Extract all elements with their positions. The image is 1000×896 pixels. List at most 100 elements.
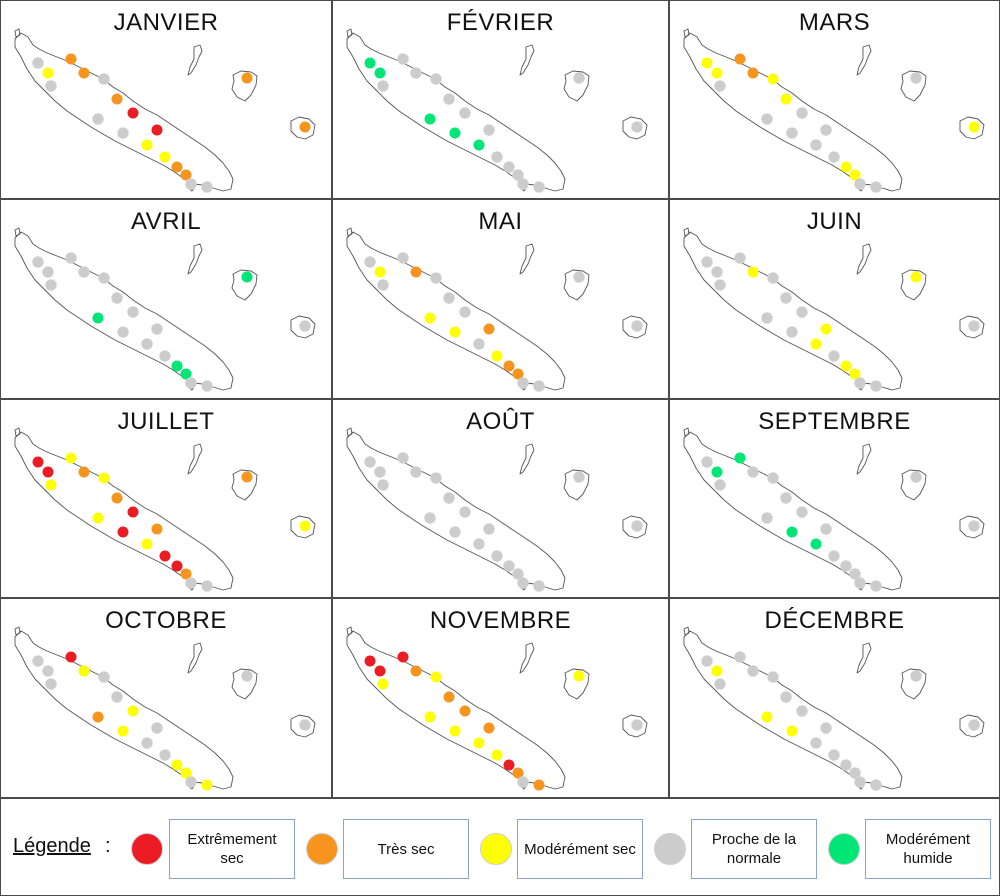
station-marker-e bbox=[98, 73, 110, 85]
station-marker-mare bbox=[631, 719, 643, 731]
belep-outline bbox=[683, 427, 690, 437]
month-title: MAI bbox=[478, 208, 523, 235]
station-marker-h bbox=[127, 107, 139, 119]
belep-outline bbox=[346, 427, 353, 437]
station-marker-k bbox=[820, 323, 832, 335]
station-marker-g bbox=[780, 492, 792, 504]
legend-label-extremement-sec: Extrêmement sec bbox=[169, 819, 295, 879]
station-marker-c bbox=[734, 252, 746, 264]
station-marker-m bbox=[491, 350, 503, 362]
station-marker-a bbox=[701, 256, 713, 268]
station-marker-l bbox=[141, 338, 153, 350]
station-marker-h bbox=[127, 506, 139, 518]
station-marker-lif bbox=[573, 271, 585, 283]
station-marker-i bbox=[92, 711, 104, 723]
station-marker-a bbox=[701, 655, 713, 667]
station-marker-c bbox=[65, 252, 77, 264]
monthly-map-grid: JANVIER FÉVRIER MARS AVRIL MAI JUIN JUILLET AOÛ… bbox=[0, 0, 1000, 798]
ouvea-outline bbox=[856, 243, 872, 275]
station-marker-o bbox=[849, 568, 861, 580]
station-marker-mare bbox=[299, 121, 311, 133]
mare-outline bbox=[290, 116, 316, 140]
station-marker-j bbox=[117, 725, 129, 737]
station-marker-lif bbox=[241, 670, 253, 682]
station-marker-c bbox=[734, 53, 746, 65]
station-marker-n bbox=[840, 759, 852, 771]
station-marker-j bbox=[449, 326, 461, 338]
station-marker-f bbox=[45, 678, 57, 690]
ouvea-outline bbox=[187, 44, 203, 76]
station-marker-m bbox=[491, 749, 503, 761]
belep-outline bbox=[14, 28, 21, 38]
station-marker-p bbox=[533, 779, 545, 791]
station-marker-j bbox=[449, 725, 461, 737]
station-marker-o bbox=[849, 767, 861, 779]
station-marker-a bbox=[701, 57, 713, 69]
station-marker-m bbox=[159, 350, 171, 362]
ouvea-outline bbox=[187, 443, 203, 475]
station-marker-o bbox=[512, 368, 524, 380]
station-marker-f bbox=[377, 80, 389, 92]
station-marker-mare bbox=[968, 719, 980, 731]
month-panel-10: NOVEMBRE bbox=[332, 598, 669, 798]
station-marker-l bbox=[473, 737, 485, 749]
station-marker-k bbox=[483, 124, 495, 136]
station-marker-d bbox=[747, 665, 759, 677]
station-marker-j bbox=[117, 526, 129, 538]
station-marker-e bbox=[98, 272, 110, 284]
station-marker-n bbox=[503, 360, 515, 372]
station-marker-f bbox=[714, 479, 726, 491]
station-marker-p bbox=[201, 181, 213, 193]
station-marker-o bbox=[849, 169, 861, 181]
station-marker-g bbox=[111, 492, 123, 504]
station-marker-g bbox=[111, 292, 123, 304]
mare-outline bbox=[290, 315, 316, 339]
station-marker-mare bbox=[631, 520, 643, 532]
ouvea-outline bbox=[187, 642, 203, 674]
station-marker-k bbox=[483, 523, 495, 535]
station-marker-m bbox=[159, 749, 171, 761]
station-marker-b bbox=[711, 266, 723, 278]
station-marker-l bbox=[473, 139, 485, 151]
month-title: FÉVRIER bbox=[446, 9, 555, 36]
station-marker-q bbox=[517, 377, 529, 389]
station-marker-g bbox=[780, 691, 792, 703]
station-marker-mare bbox=[631, 320, 643, 332]
station-marker-q bbox=[517, 577, 529, 589]
legend-swatch-moderement-sec bbox=[480, 833, 512, 865]
station-marker-d bbox=[78, 466, 90, 478]
station-marker-q bbox=[185, 377, 197, 389]
ouvea-outline bbox=[519, 44, 535, 76]
lifou-outline bbox=[900, 668, 927, 700]
station-marker-n bbox=[171, 161, 183, 173]
lifou-outline bbox=[563, 668, 590, 700]
station-marker-d bbox=[410, 466, 422, 478]
month-title: JUIN bbox=[806, 208, 863, 235]
station-marker-j bbox=[117, 326, 129, 338]
new-caledonia-map bbox=[683, 626, 985, 791]
station-marker-i bbox=[424, 113, 436, 125]
station-marker-h bbox=[796, 506, 808, 518]
new-caledonia-map bbox=[14, 227, 316, 392]
ouvea-outline bbox=[519, 642, 535, 674]
station-marker-n bbox=[171, 360, 183, 372]
grande-terre-outline bbox=[683, 32, 903, 192]
station-marker-g bbox=[111, 93, 123, 105]
month-title: AVRIL bbox=[130, 208, 202, 235]
station-marker-e bbox=[430, 272, 442, 284]
mare-outline bbox=[290, 714, 316, 738]
belep-outline bbox=[346, 28, 353, 38]
station-marker-e bbox=[98, 671, 110, 683]
legend-label-proche-normale: Proche de la normale bbox=[691, 819, 817, 879]
station-marker-a bbox=[364, 456, 376, 468]
station-marker-m bbox=[828, 749, 840, 761]
new-caledonia-map bbox=[683, 227, 985, 392]
station-marker-h bbox=[459, 107, 471, 119]
station-marker-p bbox=[201, 380, 213, 392]
mare-outline bbox=[622, 116, 648, 140]
station-marker-o bbox=[180, 169, 192, 181]
station-marker-a bbox=[32, 456, 44, 468]
station-marker-c bbox=[397, 651, 409, 663]
month-panel-4: MAI bbox=[332, 199, 669, 399]
mare-outline bbox=[622, 515, 648, 539]
